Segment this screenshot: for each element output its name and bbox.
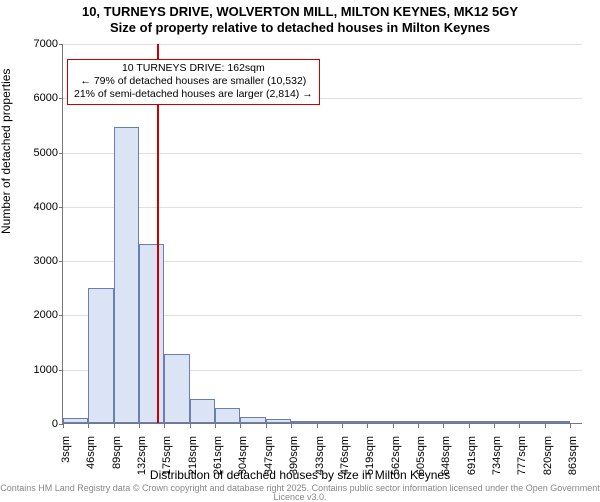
histogram-bar [215, 408, 240, 423]
ytick-label: 4000 [8, 201, 58, 213]
xtick-mark [443, 424, 444, 428]
xtick-mark [494, 424, 495, 428]
histogram-bar [266, 419, 291, 423]
xtick-mark [190, 424, 191, 428]
xtick-mark [63, 424, 64, 428]
ytick-mark [59, 261, 63, 262]
ytick-label: 1000 [8, 364, 58, 376]
histogram-bar [418, 421, 443, 423]
histogram-bar [519, 421, 544, 423]
ytick-label: 0 [8, 418, 58, 430]
histogram-bar [545, 421, 570, 423]
ytick-mark [59, 370, 63, 371]
x-axis-label: Distribution of detached houses by size … [0, 468, 600, 482]
ytick-label: 5000 [8, 147, 58, 159]
ytick-label: 7000 [8, 38, 58, 50]
annotation-box: 10 TURNEYS DRIVE: 162sqm← 79% of detache… [67, 59, 320, 105]
xtick-mark [88, 424, 89, 428]
chart-title: 10, TURNEYS DRIVE, WOLVERTON MILL, MILTO… [0, 4, 600, 37]
histogram-bar [291, 421, 316, 423]
xtick-mark [291, 424, 292, 428]
xtick-mark [342, 424, 343, 428]
xtick-mark [215, 424, 216, 428]
histogram-bar [139, 244, 164, 423]
histogram-bar [114, 127, 139, 423]
histogram-bar [469, 421, 494, 423]
annotation-line: ← 79% of detached houses are smaller (10… [74, 75, 313, 88]
plot-area: 10 TURNEYS DRIVE: 162sqm← 79% of detache… [62, 44, 582, 424]
histogram-bar [63, 418, 88, 423]
xtick-mark [469, 424, 470, 428]
histogram-bar [393, 421, 418, 423]
ytick-label: 3000 [8, 255, 58, 267]
ytick-mark [59, 315, 63, 316]
title-line-1: 10, TURNEYS DRIVE, WOLVERTON MILL, MILTO… [0, 4, 600, 20]
footer-line-1: Contains HM Land Registry data © Crown c… [0, 483, 309, 493]
annotation-line: 21% of semi-detached houses are larger (… [74, 88, 313, 101]
xtick-mark [418, 424, 419, 428]
ytick-mark [59, 44, 63, 45]
ytick-mark [59, 207, 63, 208]
xtick-mark [519, 424, 520, 428]
xtick-mark [114, 424, 115, 428]
title-line-2: Size of property relative to detached ho… [0, 20, 600, 36]
xtick-mark [139, 424, 140, 428]
xtick-mark [317, 424, 318, 428]
footer-attribution: Contains HM Land Registry data © Crown c… [0, 484, 600, 502]
histogram-bar [443, 421, 468, 423]
xtick-mark [367, 424, 368, 428]
xtick-mark [164, 424, 165, 428]
histogram-bar [317, 421, 342, 423]
xtick-mark [240, 424, 241, 428]
ytick-label: 2000 [8, 309, 58, 321]
histogram-bar [342, 421, 367, 423]
histogram-bar [190, 399, 215, 423]
xtick-mark [266, 424, 267, 428]
histogram-bar [88, 288, 113, 423]
footer-line-2: Contains public sector information licen… [273, 483, 599, 502]
chart-container: 10, TURNEYS DRIVE, WOLVERTON MILL, MILTO… [0, 0, 600, 500]
gridline-h [63, 44, 582, 45]
annotation-line: 10 TURNEYS DRIVE: 162sqm [74, 62, 313, 75]
ytick-label: 6000 [8, 92, 58, 104]
xtick-mark [393, 424, 394, 428]
histogram-bar [240, 417, 265, 424]
histogram-bar [164, 354, 189, 423]
histogram-bar [367, 421, 392, 423]
xtick-mark [545, 424, 546, 428]
ytick-mark [59, 153, 63, 154]
histogram-bar [494, 421, 519, 423]
gridline-h [63, 153, 582, 154]
gridline-h [63, 207, 582, 208]
ytick-mark [59, 98, 63, 99]
xtick-mark [570, 424, 571, 428]
